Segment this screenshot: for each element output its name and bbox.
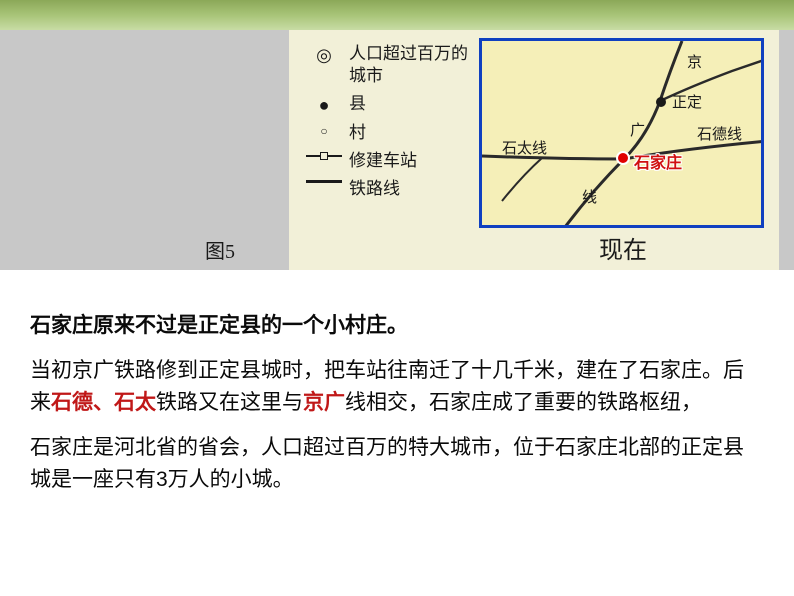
image-region: 图5 ◎ 人口超过百万的城市 ● 县 ○ 村 修建车站 (0, 30, 794, 270)
body-text: 石家庄原来不过是正定县的一个小村庄。 当初京广铁路修到正定县城时，把车站往南迁了… (0, 270, 794, 497)
legend-map-container: ◎ 人口超过百万的城市 ● 县 ○ 村 修建车站 (289, 30, 779, 270)
zhengding-dot (656, 97, 666, 107)
map-column: 正定 石家庄 京 广 线 石德线 石太线 现在 (479, 38, 769, 270)
paragraph-1: 石家庄原来不过是正定县的一个小村庄。 (30, 310, 764, 343)
guang-char: 广 (630, 119, 645, 140)
xian-char: 线 (582, 186, 597, 207)
jing-char: 京 (687, 51, 702, 72)
shijiazhuang-label: 石家庄 (634, 149, 682, 173)
shijiazhuang-dot (616, 151, 630, 165)
legend-city-million: ◎ 人口超过百万的城市 (299, 43, 479, 87)
paragraph-3: 石家庄是河北省的省会，人口超过百万的特大城市，位于石家庄北部的正定县城是一座只有… (30, 432, 764, 497)
double-circle-icon: ◎ (299, 43, 349, 66)
header-gradient (0, 0, 794, 30)
legend-county: ● 县 (299, 93, 479, 116)
shide-label: 石德线 (697, 123, 742, 144)
legend-railway: 铁路线 (299, 178, 479, 200)
zhengding-label: 正定 (672, 91, 702, 112)
figure-number: 图5 (205, 235, 235, 264)
legend-station: 修建车站 (299, 150, 479, 172)
legend: ◎ 人口超过百万的城市 ● 县 ○ 村 修建车站 (299, 38, 479, 270)
paragraph-2: 当初京广铁路修到正定县城时，把车站往南迁了十几千米，建在了石家庄。后来石德、石太… (30, 355, 764, 420)
now-label: 现在 (599, 230, 647, 265)
map-frame: 正定 石家庄 京 广 线 石德线 石太线 (479, 38, 764, 228)
line-icon (299, 178, 349, 183)
dot-filled-icon: ● (299, 93, 349, 116)
dot-hollow-icon: ○ (299, 122, 349, 138)
shitai-label: 石太线 (502, 137, 547, 158)
legend-village: ○ 村 (299, 122, 479, 144)
station-icon (299, 150, 349, 160)
